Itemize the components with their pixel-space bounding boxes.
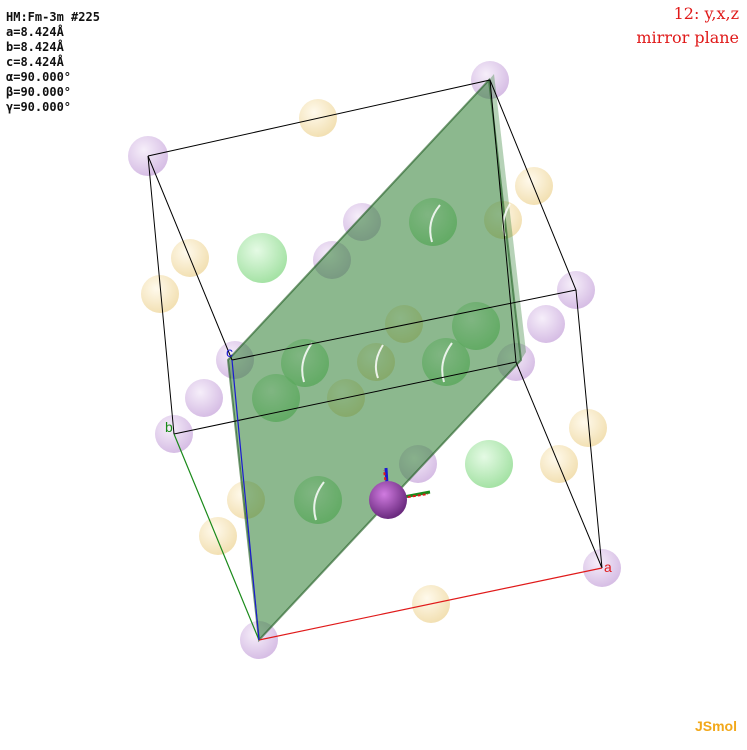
symmetry-panel: 12: y,x,z mirror plane: [636, 2, 739, 50]
cell-c: c=8.424Å: [6, 55, 64, 69]
center-atom: [369, 481, 407, 519]
axis-a-label: a: [604, 559, 612, 575]
cell-alpha: α=90.000°: [6, 70, 72, 84]
axis-c-label: c: [226, 344, 233, 360]
atom: [237, 233, 287, 283]
axis-c: [231, 359, 260, 641]
axis-b-label: b: [165, 419, 173, 435]
atom-highlights: [301, 203, 511, 521]
symmetry-operation: 12: y,x,z: [673, 4, 739, 23]
cell-edge: [489, 79, 517, 363]
atom: [515, 167, 553, 205]
space-group: HM:Fm-3m #225: [6, 10, 100, 24]
atom: [185, 379, 223, 417]
symmetry-operator-marker[interactable]: [369, 467, 431, 519]
mirror-plane[interactable]: [226, 77, 523, 643]
cell-a: a=8.424Å: [6, 25, 64, 39]
atom: [141, 275, 179, 313]
cell-info-panel: HM:Fm-3m #225 a=8.424Å b=8.424Å c=8.424Å α=9…: [6, 10, 100, 115]
cell-edge: [147, 155, 175, 435]
axis-b: [173, 433, 260, 641]
atom: [465, 440, 513, 488]
cell-edge: [173, 361, 517, 435]
cell-edge: [515, 361, 603, 569]
highlight: [313, 481, 325, 521]
highlight: [429, 204, 441, 243]
cell-edge: [575, 289, 603, 569]
highlight: [374, 344, 384, 379]
cell-b: b=8.424Å: [6, 40, 64, 54]
atom: [527, 305, 565, 343]
atom: [569, 409, 607, 447]
axis-a: [258, 567, 603, 641]
atom: [199, 517, 237, 555]
unit-cell: [147, 79, 603, 569]
cell-gamma: γ=90.000°: [6, 100, 72, 114]
highlight: [441, 342, 453, 383]
symmetry-type: mirror plane: [636, 28, 739, 47]
mirror-plane-edge: [489, 74, 526, 360]
jsmol-logo[interactable]: JSmol: [694, 718, 737, 734]
cell-beta: β=90.000°: [6, 85, 72, 99]
highlight: [301, 342, 313, 383]
